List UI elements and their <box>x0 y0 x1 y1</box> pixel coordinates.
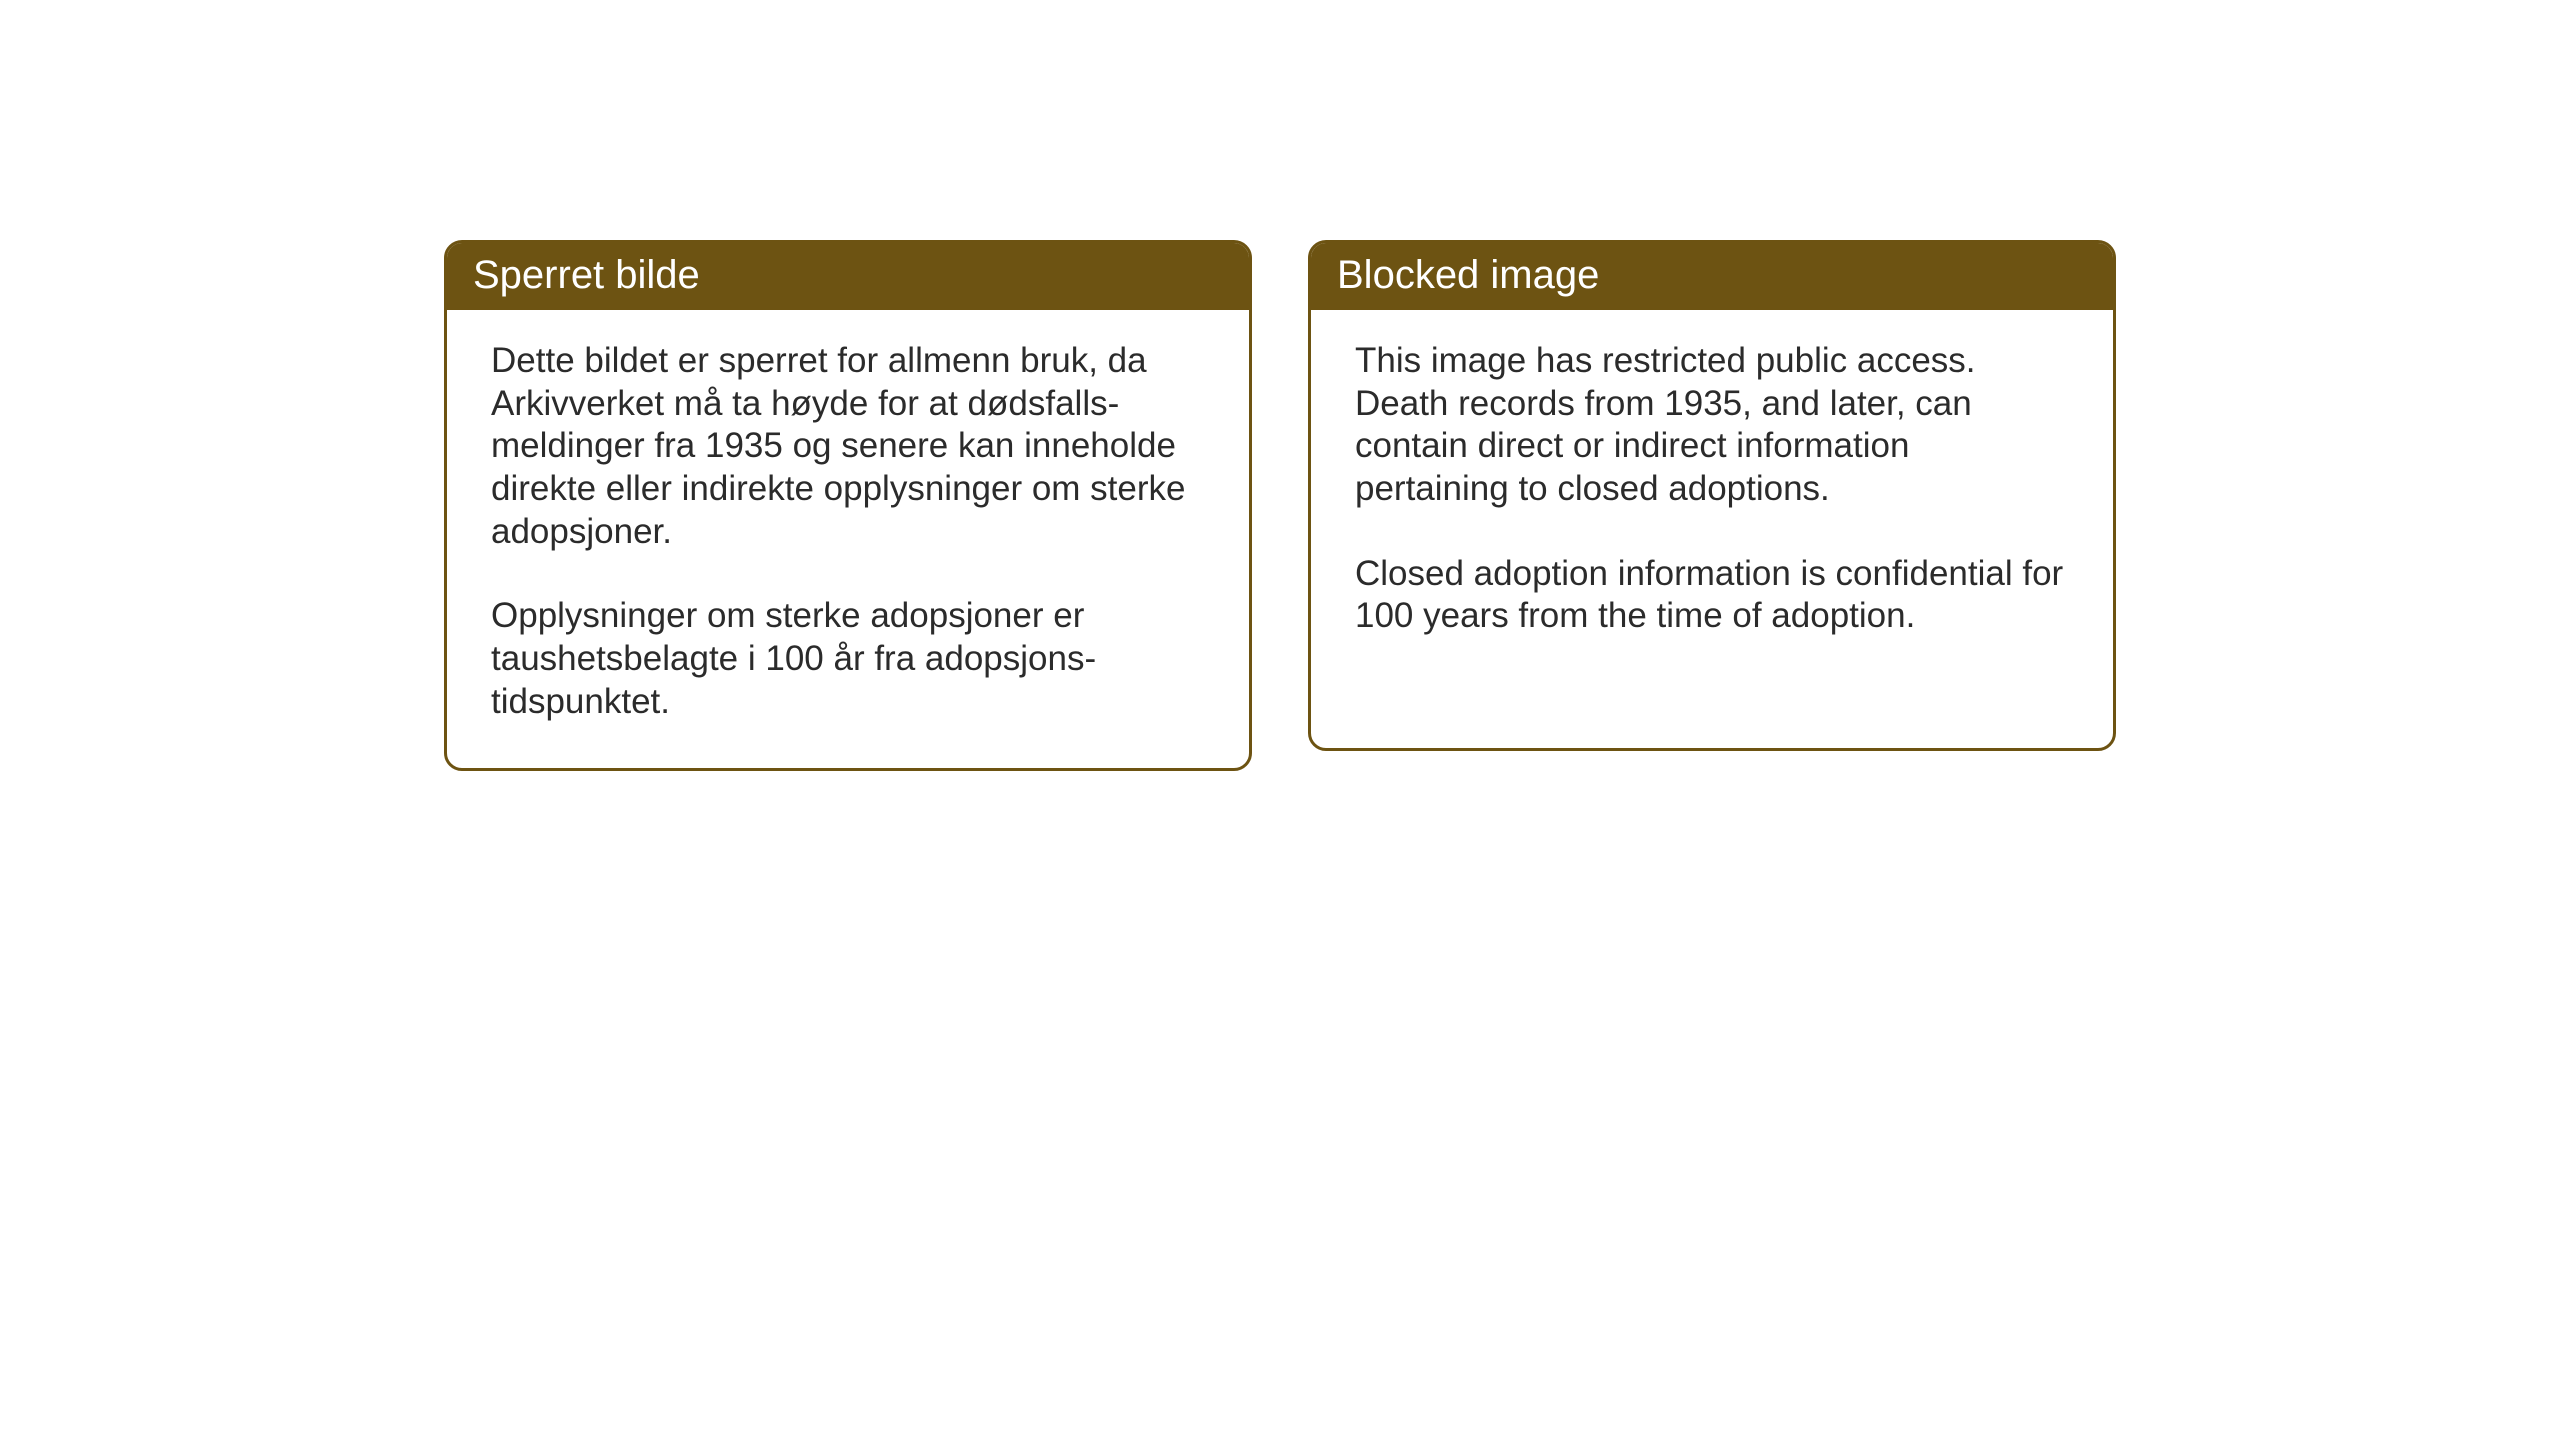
norwegian-paragraph-2: Opplysninger om sterke adopsjoner er tau… <box>491 595 1205 723</box>
cards-container: Sperret bilde Dette bildet er sperret fo… <box>444 240 2116 771</box>
norwegian-card-title: Sperret bilde <box>447 243 1249 310</box>
english-paragraph-1: This image has restricted public access.… <box>1355 340 2069 511</box>
norwegian-card: Sperret bilde Dette bildet er sperret fo… <box>444 240 1252 771</box>
english-card-body: This image has restricted public access.… <box>1311 310 2113 682</box>
english-card: Blocked image This image has restricted … <box>1308 240 2116 751</box>
norwegian-card-body: Dette bildet er sperret for allmenn bruk… <box>447 310 1249 768</box>
english-card-title: Blocked image <box>1311 243 2113 310</box>
english-paragraph-2: Closed adoption information is confident… <box>1355 553 2069 638</box>
norwegian-paragraph-1: Dette bildet er sperret for allmenn bruk… <box>491 340 1205 553</box>
